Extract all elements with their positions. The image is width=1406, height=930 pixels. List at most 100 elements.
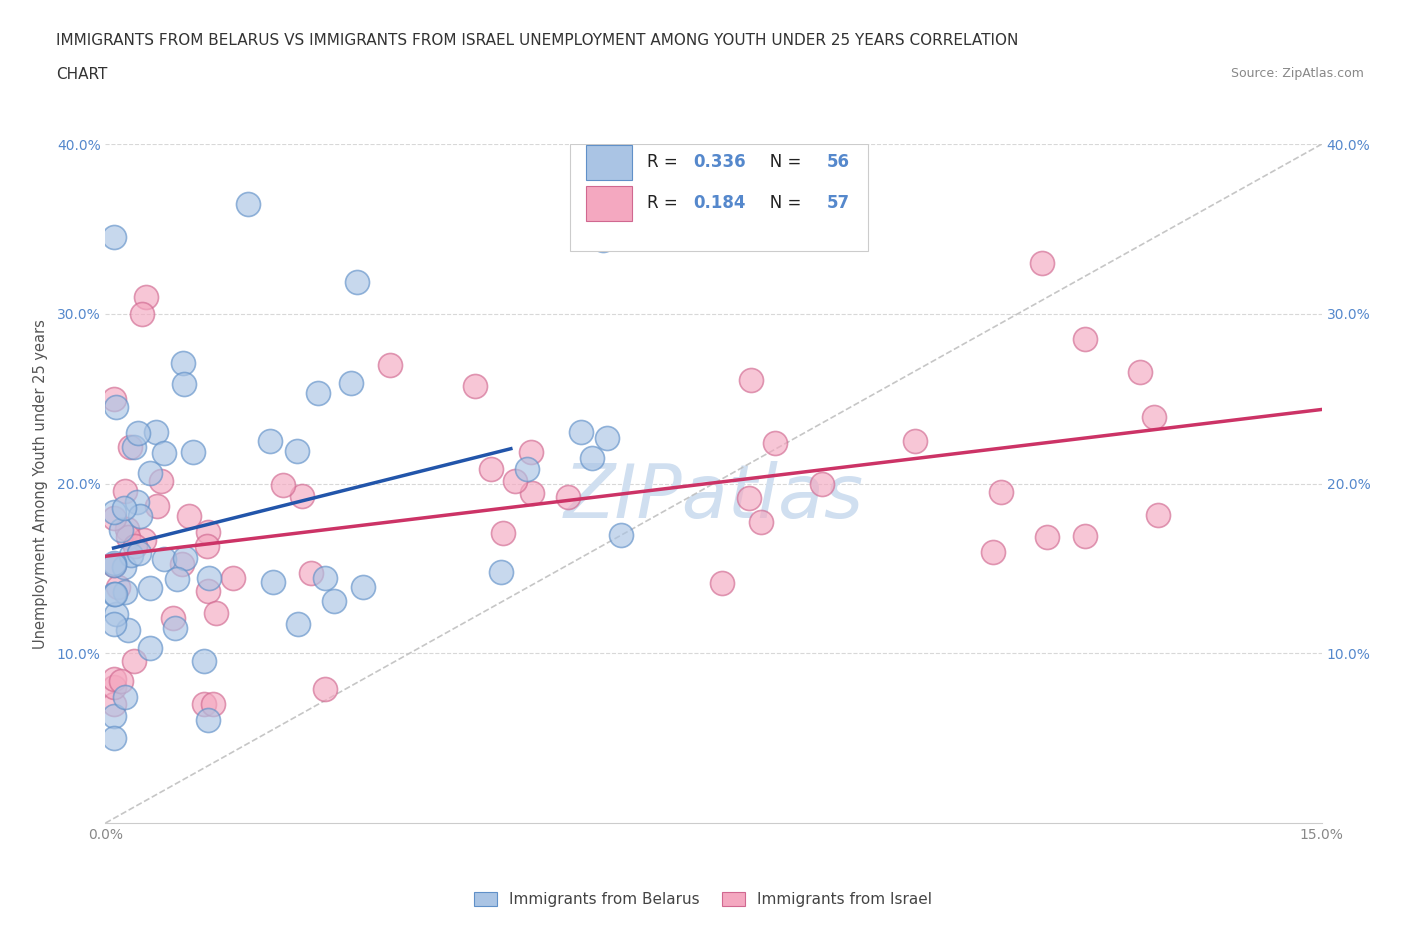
Immigrants from Israel (146, 498, 169, 513)
Immigrants from Israel (103, 679, 125, 694)
Immigrants from Belarus (152, 551, 174, 566)
Immigrants from Belarus (103, 709, 125, 724)
Immigrants from Belarus (127, 426, 149, 441)
FancyBboxPatch shape (586, 186, 633, 220)
Immigrants from Israel (201, 697, 224, 711)
Immigrants from Israel (1143, 410, 1166, 425)
Immigrants from Belarus (153, 446, 176, 461)
Text: CHART: CHART (56, 67, 108, 82)
Text: R =: R = (647, 194, 683, 212)
Immigrants from Israel (763, 435, 786, 450)
Immigrants from Belarus (112, 559, 135, 574)
Immigrants from Israel (170, 557, 193, 572)
Immigrants from Belarus (103, 504, 125, 519)
Immigrants from Israel (1031, 256, 1053, 271)
Immigrants from Belarus (259, 433, 281, 448)
Immigrants from Belarus (193, 654, 215, 669)
Immigrants from Belarus (120, 547, 142, 562)
Immigrants from Israel (197, 525, 219, 539)
Legend: Immigrants from Belarus, Immigrants from Israel: Immigrants from Belarus, Immigrants from… (467, 885, 939, 913)
Immigrants from Israel (193, 697, 215, 711)
Immigrants from Israel (981, 545, 1004, 560)
Immigrants from Belarus (238, 196, 260, 211)
FancyBboxPatch shape (586, 145, 633, 180)
Text: N =: N = (754, 153, 806, 171)
Immigrants from Israel (110, 674, 132, 689)
Immigrants from Israel (132, 532, 155, 547)
Immigrants from Belarus (307, 385, 329, 400)
Immigrants from Israel (557, 489, 579, 504)
Immigrants from Israel (520, 485, 543, 500)
Immigrants from Belarus (104, 586, 127, 601)
Text: 57: 57 (827, 194, 849, 212)
Immigrants from Israel (221, 571, 243, 586)
Immigrants from Israel (107, 579, 129, 594)
Text: Source: ZipAtlas.com: Source: ZipAtlas.com (1230, 67, 1364, 80)
Immigrants from Israel (195, 538, 218, 553)
Immigrants from Israel (464, 379, 486, 393)
Immigrants from Israel (1074, 528, 1097, 543)
Immigrants from Belarus (346, 274, 368, 289)
Immigrants from Israel (122, 653, 145, 668)
Immigrants from Belarus (581, 451, 603, 466)
Immigrants from Belarus (197, 713, 219, 728)
Immigrants from Israel (162, 610, 184, 625)
Immigrants from Belarus (128, 509, 150, 524)
Immigrants from Israel (115, 521, 138, 536)
Immigrants from Belarus (352, 579, 374, 594)
Immigrants from Belarus (145, 424, 167, 439)
Immigrants from Belarus (139, 580, 162, 595)
Y-axis label: Unemployment Among Youth under 25 years: Unemployment Among Youth under 25 years (34, 319, 48, 648)
Immigrants from Israel (177, 509, 200, 524)
Immigrants from Israel (314, 682, 336, 697)
Immigrants from Belarus (592, 232, 614, 247)
Immigrants from Belarus (262, 575, 284, 590)
Immigrants from Israel (291, 488, 314, 503)
Immigrants from Belarus (166, 572, 188, 587)
Immigrants from Israel (710, 576, 733, 591)
Immigrants from Belarus (174, 551, 197, 565)
Immigrants from Israel (150, 473, 173, 488)
Immigrants from Israel (738, 490, 761, 505)
Immigrants from Israel (103, 558, 125, 573)
Immigrants from Belarus (163, 621, 186, 636)
Immigrants from Israel (740, 372, 762, 387)
Immigrants from Belarus (172, 355, 194, 370)
Immigrants from Israel (135, 289, 157, 304)
Immigrants from Belarus (596, 431, 619, 445)
Immigrants from Belarus (103, 587, 125, 602)
Text: N =: N = (754, 194, 806, 212)
Immigrants from Israel (103, 392, 125, 406)
Immigrants from Belarus (124, 440, 146, 455)
Immigrants from Israel (479, 462, 502, 477)
Immigrants from Belarus (105, 607, 128, 622)
Immigrants from Israel (1074, 332, 1097, 347)
Immigrants from Belarus (117, 623, 139, 638)
Immigrants from Belarus (569, 425, 592, 440)
Immigrants from Israel (492, 525, 515, 540)
Text: R =: R = (647, 153, 683, 171)
Immigrants from Israel (103, 697, 125, 711)
Immigrants from Belarus (103, 558, 125, 573)
Immigrants from Israel (503, 473, 526, 488)
Text: ZIPatlas: ZIPatlas (564, 461, 863, 533)
Immigrants from Belarus (516, 461, 538, 476)
FancyBboxPatch shape (569, 144, 868, 251)
Immigrants from Israel (205, 605, 228, 620)
Immigrants from Belarus (104, 400, 127, 415)
Immigrants from Belarus (103, 617, 125, 631)
Immigrants from Israel (904, 433, 927, 448)
Immigrants from Belarus (103, 556, 125, 571)
Immigrants from Israel (114, 484, 136, 498)
Immigrants from Belarus (103, 230, 125, 245)
Immigrants from Belarus (285, 444, 308, 458)
Immigrants from Israel (103, 511, 125, 525)
Immigrants from Belarus (138, 641, 160, 656)
Immigrants from Israel (380, 358, 402, 373)
Text: 0.184: 0.184 (693, 194, 745, 212)
Immigrants from Belarus (173, 377, 195, 392)
Text: 56: 56 (827, 153, 849, 171)
Immigrants from Belarus (322, 593, 344, 608)
Immigrants from Belarus (314, 571, 336, 586)
Immigrants from Belarus (139, 465, 162, 480)
